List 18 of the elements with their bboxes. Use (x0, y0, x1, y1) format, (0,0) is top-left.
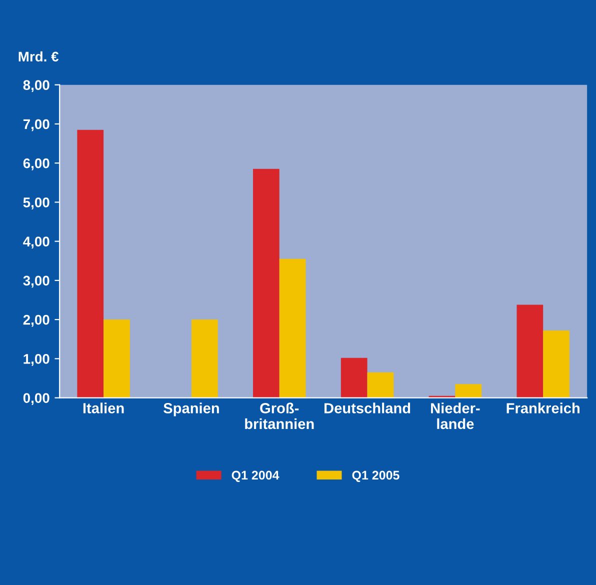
x-tick-label: Nieder- lande (431, 402, 480, 430)
y-tick-label: 2,00 (23, 314, 50, 327)
y-tick-label: 7,00 (23, 119, 50, 132)
y-tick-label: 4,00 (23, 236, 50, 248)
y-tick-label: 3,00 (23, 276, 50, 288)
x-tick-label: Groß- britannien (245, 402, 314, 430)
x-tick-label: Deutschland (324, 402, 410, 414)
y-tick-label: 1,00 (24, 354, 50, 366)
y-tick-label: 5,00 (23, 198, 50, 210)
legend-label: Q1 2004 (232, 470, 280, 482)
x-tick-label: Spanien (164, 402, 219, 416)
x-tick-label: Frankreich (506, 402, 580, 414)
y-tick-label: 0,00 (23, 393, 50, 405)
y-tick-label: 8,00 (23, 80, 50, 92)
x-tick-label: Italien (83, 402, 124, 414)
y-axis-title: Mrd. € (18, 51, 59, 62)
y-tick-label: 6,00 (23, 158, 50, 170)
legend-label: Q1 2005 (352, 470, 400, 482)
